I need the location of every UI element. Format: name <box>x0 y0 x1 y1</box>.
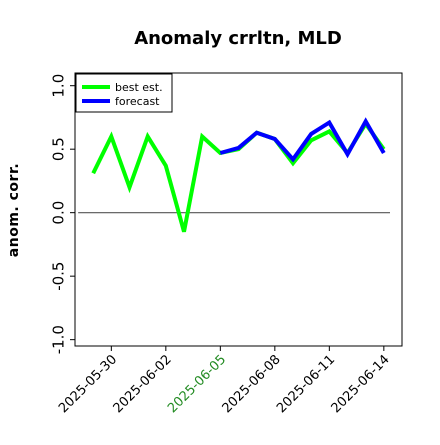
y-axis: -1.0 -0.5 0.0 0.5 1.0 <box>50 74 75 354</box>
series-line-forecast <box>219 117 386 163</box>
legend-label: best est. <box>115 81 163 94</box>
x-tick-label: 2025-06-14 <box>329 352 393 416</box>
chart-title: Anomaly crrltn, MLD <box>134 28 342 49</box>
y-axis-label: anom. corr. <box>6 163 22 257</box>
legend: best est.forecast <box>75 73 173 113</box>
y-tick-label: 0.0 <box>50 201 68 225</box>
plot-lines <box>78 117 390 233</box>
y-tick-label: -0.5 <box>50 262 68 291</box>
y-tick-label: 0.5 <box>50 137 68 161</box>
y-tick-label: -1.0 <box>50 325 68 354</box>
legend-label: forecast <box>115 95 160 108</box>
y-tick-label: 1.0 <box>50 74 68 98</box>
x-axis: 2025-05-302025-06-022025-06-052025-06-08… <box>56 346 393 416</box>
plot-area <box>74 72 403 347</box>
legend-box <box>75 73 173 113</box>
